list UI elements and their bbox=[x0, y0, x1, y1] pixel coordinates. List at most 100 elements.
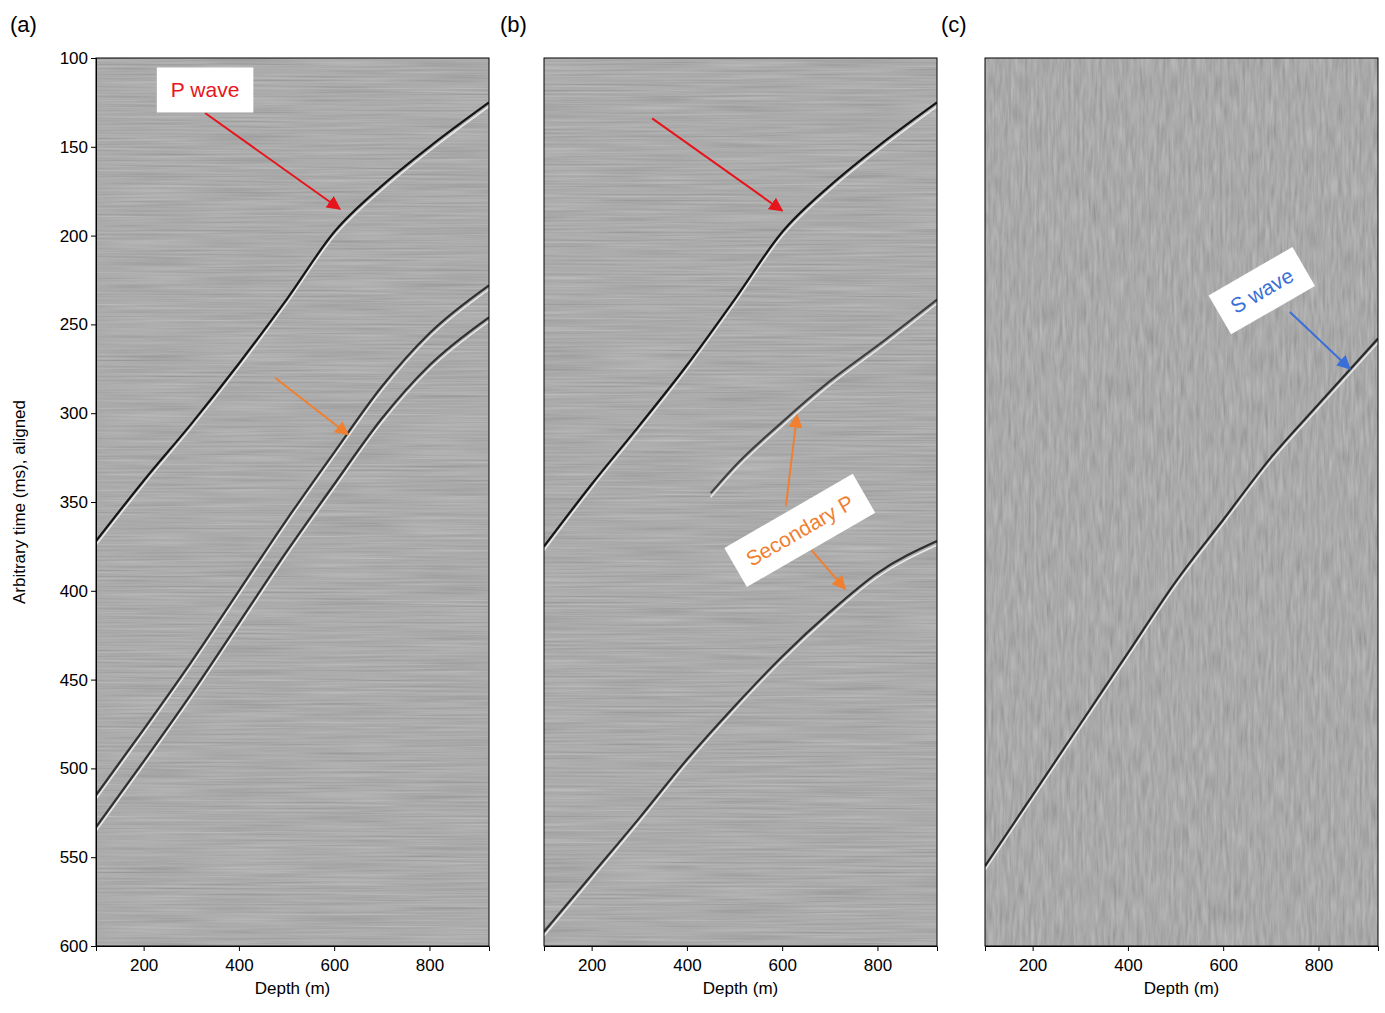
tick-label: 800 bbox=[864, 956, 892, 975]
x-axis-title: Depth (m) bbox=[703, 979, 779, 998]
series-group bbox=[96, 102, 489, 831]
axis-line bbox=[91, 59, 97, 947]
tick-label: 600 bbox=[1209, 956, 1237, 975]
tick-label: 600 bbox=[320, 956, 348, 975]
annotation-arrow bbox=[205, 113, 340, 209]
tick-label: 100 bbox=[60, 49, 88, 68]
annotation-label: Secondary P bbox=[724, 474, 875, 587]
tick-label: 200 bbox=[60, 227, 88, 246]
tick-label: 200 bbox=[578, 956, 606, 975]
tick: 350 bbox=[60, 493, 96, 512]
annotation-text: S wave bbox=[1226, 263, 1297, 317]
tick-mark bbox=[91, 946, 96, 947]
wavelet-highlight bbox=[544, 545, 937, 936]
tick-label: 400 bbox=[60, 582, 88, 601]
label-box bbox=[1209, 247, 1315, 334]
tick: 800 bbox=[416, 946, 444, 975]
annotations: S wave bbox=[1209, 247, 1350, 369]
noise-texture bbox=[544, 58, 937, 946]
x-axis: 200 400 600 800 bbox=[545, 946, 938, 975]
tick-label: 350 bbox=[60, 493, 88, 512]
arrival-line bbox=[711, 300, 937, 494]
tick-mark bbox=[334, 946, 335, 951]
wavelet-highlight bbox=[711, 304, 937, 498]
panel-letter: (a) bbox=[10, 12, 37, 37]
tick-mark bbox=[687, 946, 688, 951]
tick: 150 bbox=[60, 138, 96, 157]
tick: 200 bbox=[578, 946, 606, 975]
axis-line bbox=[545, 947, 938, 952]
tick: 400 bbox=[225, 946, 253, 975]
annotation-label: S wave bbox=[1209, 247, 1315, 334]
annotation-label: P wave bbox=[157, 67, 254, 112]
arrival-line bbox=[985, 339, 1378, 866]
annotation-text: P wave bbox=[171, 78, 240, 101]
y-axis-title: Arbitrary time (ms), aligned bbox=[10, 400, 29, 604]
tick-mark bbox=[91, 236, 96, 237]
wavelet-highlight bbox=[96, 321, 489, 831]
tick-label: 150 bbox=[60, 138, 88, 157]
tick: 400 bbox=[1114, 946, 1142, 975]
plot-background bbox=[96, 58, 489, 946]
tick-mark bbox=[91, 591, 96, 592]
arrival-line bbox=[96, 285, 489, 795]
tick-mark bbox=[1033, 946, 1034, 951]
figure: 200 400 600 800 100 150 200 250 300 350 400 450 500 5… bbox=[0, 0, 1385, 1013]
tick: 600 bbox=[768, 946, 796, 975]
panel-letter: (c) bbox=[941, 12, 967, 37]
tick-label: 400 bbox=[673, 956, 701, 975]
tick: 550 bbox=[60, 848, 96, 867]
tick-mark bbox=[91, 502, 96, 503]
tick: 400 bbox=[673, 946, 701, 975]
annotations: Secondary P bbox=[652, 118, 875, 589]
tick: 800 bbox=[1305, 946, 1333, 975]
arrival-line bbox=[96, 102, 489, 541]
annotation-arrow bbox=[275, 378, 348, 435]
tick: 600 bbox=[320, 946, 348, 975]
axis-line bbox=[986, 947, 1379, 952]
panel: 200 400 600 800 Depth (m) (b) Secondary P bbox=[500, 12, 938, 998]
annotation-text: Secondary P bbox=[742, 490, 858, 570]
tick-mark bbox=[1318, 946, 1319, 951]
tick-label: 250 bbox=[60, 315, 88, 334]
panel-letter: (b) bbox=[500, 12, 527, 37]
tick-label: 200 bbox=[1019, 956, 1047, 975]
arrival-line bbox=[544, 541, 937, 932]
tick-mark bbox=[144, 946, 145, 951]
tick: 200 bbox=[60, 227, 96, 246]
tick: 300 bbox=[60, 404, 96, 423]
tick: 800 bbox=[864, 946, 892, 975]
arrival-line bbox=[96, 317, 489, 827]
tick-label: 500 bbox=[60, 759, 88, 778]
tick-mark bbox=[239, 946, 240, 951]
tick-label: 600 bbox=[60, 937, 88, 956]
tick: 450 bbox=[60, 671, 96, 690]
tick: 500 bbox=[60, 759, 96, 778]
tick-label: 450 bbox=[60, 671, 88, 690]
noise-texture bbox=[985, 58, 1378, 946]
plot-background bbox=[544, 58, 937, 946]
tick-mark bbox=[91, 147, 96, 148]
tick-label: 600 bbox=[768, 956, 796, 975]
tick: 600 bbox=[1209, 946, 1237, 975]
x-axis: 200 400 600 800 bbox=[986, 946, 1379, 975]
series-group bbox=[544, 102, 937, 935]
x-axis: 200 400 600 800 bbox=[97, 946, 490, 975]
tick-label: 800 bbox=[1305, 956, 1333, 975]
plot-frame bbox=[985, 58, 1378, 946]
wavelet-highlight bbox=[544, 106, 937, 550]
tick-mark bbox=[429, 946, 430, 951]
tick-mark bbox=[91, 324, 96, 325]
label-box bbox=[724, 474, 875, 587]
tick-label: 300 bbox=[60, 404, 88, 423]
tick-label: 400 bbox=[225, 956, 253, 975]
x-axis-title: Depth (m) bbox=[1144, 979, 1220, 998]
tick-label: 800 bbox=[416, 956, 444, 975]
tick-mark bbox=[1128, 946, 1129, 951]
tick-label: 400 bbox=[1114, 956, 1142, 975]
tick: 200 bbox=[130, 946, 158, 975]
tick-mark bbox=[91, 857, 96, 858]
wavelet-highlight bbox=[96, 106, 489, 545]
plot-frame bbox=[96, 58, 489, 946]
tick: 400 bbox=[60, 582, 96, 601]
